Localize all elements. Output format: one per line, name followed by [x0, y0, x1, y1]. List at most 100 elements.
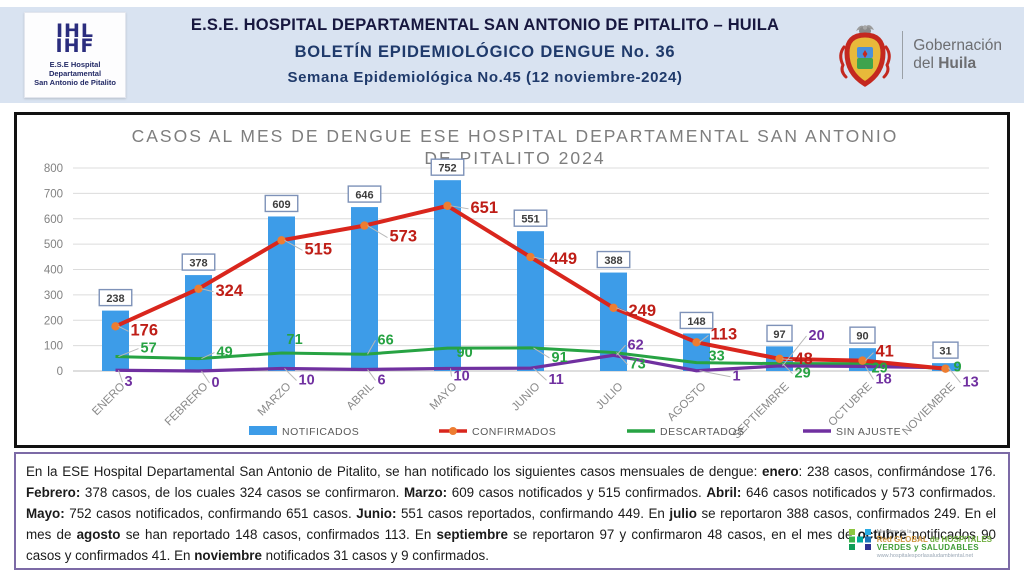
descartados-label-julio: 73 — [630, 356, 646, 372]
sin-ajuste-leader-noviembre — [948, 367, 961, 384]
notificados-box-julio — [596, 250, 631, 269]
month-label-octubre: OCTUBRE — [826, 380, 874, 428]
notificados-box-marzo — [264, 194, 299, 213]
marker-confirmados-abril — [360, 221, 369, 230]
summary-text: En la ESE Hospital Departamental San Ant… — [26, 464, 997, 563]
marker-confirmados-mayo — [443, 201, 452, 211]
hospital-logo-glyph-bottom: IHF — [55, 34, 95, 57]
confirmados-leader-marzo — [284, 239, 303, 251]
descartados-label-octubre: 29 — [872, 361, 888, 377]
notificados-box-enero — [98, 288, 133, 307]
notificados-label-junio: 551 — [521, 214, 539, 226]
hospital-logo: IHL IHF E.S.E Hospital Departamental San… — [24, 12, 126, 98]
marker-confirmados-febrero — [194, 284, 203, 293]
marker-confirmados-marzo — [277, 236, 286, 245]
y-axis-label-300: 300 — [44, 290, 63, 302]
confirmados-label-agosto: 113 — [711, 325, 738, 343]
sin-ajuste-label-septiembre: 20 — [809, 328, 825, 344]
y-axis-label-200: 200 — [44, 315, 63, 327]
sin-ajuste-label-noviembre: 13 — [963, 375, 979, 391]
dengue-monthly-chart: CASOS AL MES DE DENGUE ESE HOSPITAL DEPA… — [44, 126, 989, 442]
sin-ajuste-label-julio: 62 — [628, 337, 644, 353]
gov-logo-divider — [902, 31, 904, 79]
sin-ajuste-leader-mayo — [450, 368, 452, 377]
confirmados-label-febrero: 324 — [216, 282, 244, 300]
descartados-label-mayo: 90 — [457, 345, 473, 361]
descartados-leader-junio — [533, 347, 550, 359]
legend-marker-confirmados — [449, 427, 457, 435]
sin-ajuste-label-octubre: 18 — [876, 371, 892, 387]
sin-ajuste-leader-agosto — [699, 370, 731, 378]
green-hospitals-network-logo: Miembro de la Red GLOBAL de HOSPITALES V… — [848, 528, 992, 560]
sin-ajuste-leader-octubre — [865, 366, 874, 380]
notificados-box-octubre — [849, 326, 876, 344]
confirmados-leader-febrero — [201, 288, 214, 293]
confirmados-label-abril: 573 — [390, 228, 418, 246]
notificados-label-febrero: 378 — [189, 258, 207, 270]
sin-ajuste-label-mayo: 10 — [454, 368, 470, 384]
descartados-leader-julio — [616, 352, 628, 365]
month-label-julio: JULIO — [594, 381, 626, 413]
confirmados-leader-julio — [616, 307, 627, 313]
confirmados-label-mayo: 651 — [471, 199, 499, 217]
notificados-label-abril: 646 — [355, 190, 373, 202]
descartados-label-enero: 57 — [141, 341, 157, 357]
notificados-label-marzo: 609 — [272, 199, 290, 211]
descartados-label-marzo: 71 — [287, 332, 303, 348]
dengue-chart-panel: CASOS AL MES DE DENGUE ESE HOSPITAL DEPA… — [14, 112, 1010, 448]
confirmados-label-septiembre: 48 — [795, 350, 813, 368]
sin-ajuste-label-abril: 6 — [378, 372, 386, 388]
month-label-junio: JUNIO — [510, 381, 543, 414]
notificados-label-agosto: 148 — [687, 316, 705, 328]
descartados-leader-abril — [367, 340, 376, 355]
gov-logo-text: Gobernación del Huila — [913, 37, 1002, 72]
confirmados-label-junio: 449 — [550, 250, 578, 268]
descartados-label-agosto: 33 — [709, 349, 725, 365]
page-title: E.S.E. HOSPITAL DEPARTAMENTAL SAN ANTONI… — [190, 16, 780, 34]
confirmados-label-marzo: 515 — [305, 240, 333, 258]
sin-ajuste-label-marzo: 10 — [299, 372, 315, 388]
confirmados-label-octubre: 41 — [876, 343, 894, 361]
sin-ajuste-leader-julio — [616, 344, 626, 356]
line-descartados — [115, 346, 946, 371]
y-axis-label-800: 800 — [44, 163, 63, 175]
sin-ajuste-leader-abril — [367, 369, 376, 381]
header-titles: E.S.E. HOSPITAL DEPARTAMENTAL SAN ANTONI… — [140, 7, 830, 103]
descartados-label-junio: 91 — [552, 350, 568, 366]
month-label-febrero: FEBRERO — [163, 381, 211, 429]
y-axis-label-100: 100 — [44, 341, 63, 353]
marker-confirmados-noviembre — [941, 364, 950, 373]
hospital-logo-caption: E.S.E Hospital Departamental San Antonio… — [34, 59, 116, 87]
confirmados-leader-agosto — [699, 334, 709, 343]
sin-ajuste-label-agosto: 1 — [733, 369, 741, 385]
notificados-label-octubre: 90 — [856, 331, 868, 343]
confirmados-leader-septiembre — [782, 358, 793, 361]
confirmados-leader-enero — [118, 325, 129, 332]
bulletin-subtitle: BOLETÍN EPIDEMIOLÓGICO DENGUE No. 36 — [294, 43, 676, 61]
month-label-enero: ENERO — [90, 381, 127, 418]
chart-title-line2: DE PITALITO 2024 — [424, 148, 605, 168]
descartados-label-abril: 66 — [378, 332, 394, 348]
marker-confirmados-agosto — [692, 338, 701, 347]
descartados-leader-febrero — [201, 352, 215, 360]
marker-confirmados-julio — [609, 303, 618, 313]
hospital-logo-glyph-top: IHL — [55, 19, 95, 42]
confirmados-leader-junio — [533, 256, 548, 261]
sin-ajuste-leader-septiembre — [782, 335, 807, 367]
header-band: IHL IHF E.S.E Hospital Departamental San… — [0, 7, 1024, 103]
notificados-label-noviembre: 31 — [939, 346, 951, 358]
confirmados-leader-abril — [367, 225, 388, 239]
notificados-label-mayo: 752 — [438, 163, 456, 175]
sin-ajuste-leader-marzo — [284, 368, 297, 381]
marker-confirmados-enero — [111, 322, 120, 331]
sin-ajuste-label-enero: 3 — [125, 374, 133, 390]
notificados-label-enero: 238 — [106, 293, 124, 305]
notificados-box-febrero — [181, 253, 216, 271]
month-label-noviembre: NOVIEMBRE — [900, 380, 958, 438]
bar-enero — [102, 310, 129, 371]
y-axis-label-600: 600 — [44, 214, 63, 226]
legend-item-sin ajuste: SIN AJUSTE — [836, 426, 901, 438]
notificados-box-abril — [347, 185, 382, 203]
sin-ajuste-label-junio: 11 — [549, 372, 564, 388]
